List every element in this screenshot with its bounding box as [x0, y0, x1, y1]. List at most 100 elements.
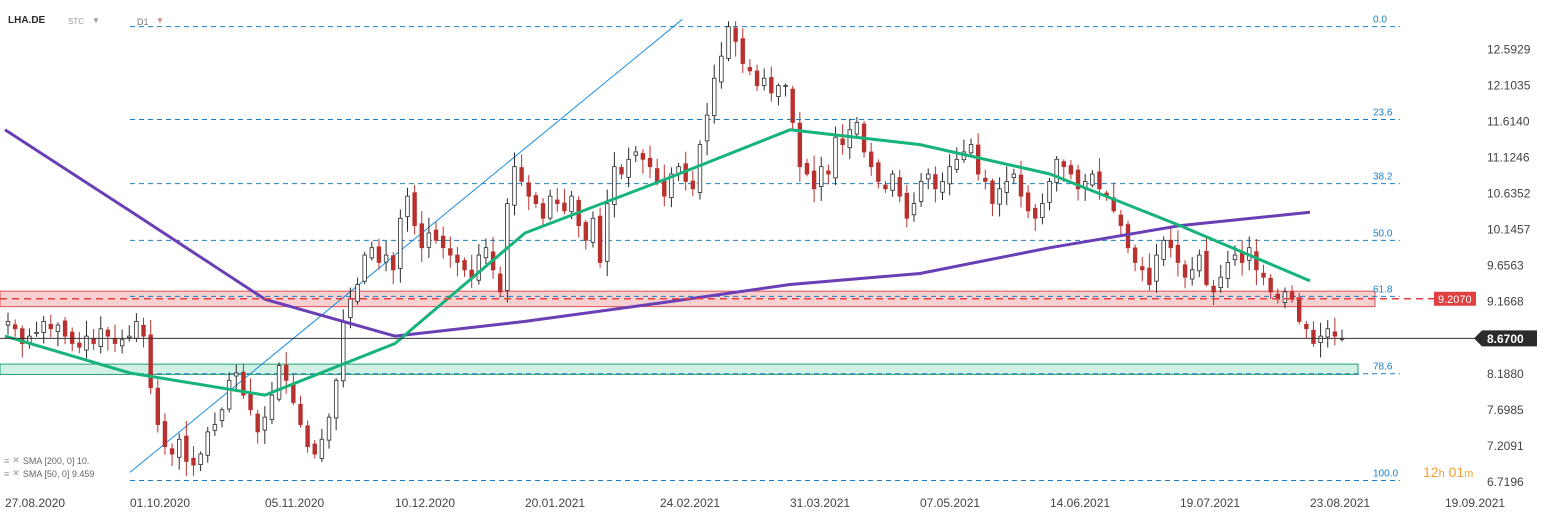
- legend-label: SMA [50, 0] 9.459: [22, 468, 95, 479]
- candle-body: [62, 320, 68, 337]
- candle-body: [141, 324, 146, 337]
- candle-body: [148, 334, 153, 389]
- candle-body: [868, 151, 874, 168]
- trendline-layer: [129, 18, 683, 473]
- candle-body: [1218, 276, 1223, 289]
- candle-body: [184, 435, 189, 462]
- candle-body: [826, 170, 831, 175]
- candle-body: [476, 254, 482, 281]
- candle-body: [341, 320, 346, 382]
- candle-body: [119, 339, 125, 347]
- candle-body: [954, 158, 959, 170]
- candle-body: [697, 144, 703, 193]
- candle-body: [733, 27, 738, 42]
- candle-body: [219, 409, 225, 421]
- candle-body: [1204, 250, 1209, 285]
- candle-body: [605, 203, 610, 262]
- candle-body: [1332, 331, 1338, 337]
- candle-body: [1068, 165, 1074, 175]
- y-axis: 12.5929 12.1035 11.6140 11.1246 10.6352 10.14…: [1487, 42, 1531, 489]
- candle-body: [890, 173, 895, 191]
- candle-body: [462, 260, 467, 271]
- candle-body: [212, 424, 218, 431]
- legend-sma200[interactable]: ≡ ✕ SMA [200, 0] 10.: [4, 455, 89, 466]
- timer-minutes: 01: [1448, 464, 1465, 480]
- candle-body: [1097, 171, 1102, 190]
- candle-body: [1189, 269, 1195, 280]
- candle-body: [533, 195, 539, 204]
- close-icon[interactable]: ✕: [12, 455, 20, 465]
- candle-body: [883, 184, 888, 190]
- candle-body: [704, 114, 710, 142]
- candle-body: [1154, 254, 1159, 282]
- price-lines: [0, 298, 1480, 339]
- candle-body: [1261, 272, 1266, 278]
- candle-body: [241, 371, 246, 396]
- x-tick-label: 19.07.2021: [1180, 496, 1240, 510]
- candle-body: [348, 298, 353, 318]
- candle-body: [983, 177, 988, 182]
- candle-body: [726, 26, 731, 59]
- candle-body: [940, 181, 945, 193]
- candle-body: [1040, 203, 1045, 218]
- candle-body: [540, 203, 546, 219]
- candle-body: [847, 129, 852, 149]
- candle-body: [1132, 247, 1138, 263]
- price-badges: 8.6700 9.2070: [1434, 291, 1537, 347]
- candle-body: [555, 199, 560, 204]
- candle-body: [1147, 267, 1152, 285]
- candle-body: [269, 394, 275, 420]
- candle-body: [990, 180, 995, 204]
- candle-body: [134, 320, 139, 339]
- candle-body: [276, 365, 282, 400]
- candle-body: [127, 335, 132, 338]
- eye-icon[interactable]: ≡: [4, 455, 10, 466]
- candle-body: [754, 70, 760, 87]
- candle-body: [1211, 285, 1216, 293]
- candle-body: [355, 284, 360, 302]
- candle-body: [747, 67, 753, 72]
- fib-label: 0.0: [1373, 15, 1387, 26]
- candle-body: [876, 162, 881, 182]
- fibonacci-levels: 0.0 23.6 38.2 50.0 61.8 78.6 100.0: [130, 15, 1400, 482]
- candle-timer: 12h 01m: [1423, 464, 1473, 480]
- chevron-down-icon[interactable]: ▼: [156, 16, 164, 25]
- candle-body: [654, 168, 660, 182]
- chevron-down-icon[interactable]: ▼: [92, 16, 100, 25]
- trendline: [129, 18, 683, 473]
- candle-body: [70, 331, 75, 344]
- candle-body: [1296, 297, 1302, 322]
- x-tick-label: 23.08.2021: [1310, 496, 1370, 510]
- candle-body: [740, 38, 745, 64]
- candle-body: [20, 328, 25, 344]
- candle-body: [647, 157, 653, 168]
- interval-selector[interactable]: D1: [137, 17, 149, 27]
- x-tick-label: 24.02.2021: [660, 496, 720, 510]
- candle-body: [284, 364, 289, 381]
- y-tick-label: 11.6140: [1487, 114, 1530, 128]
- candle-body: [1282, 291, 1288, 303]
- fib-label: 78.6: [1373, 362, 1393, 373]
- last-price-text: 8.6700: [1487, 332, 1524, 346]
- candle-body: [105, 329, 111, 337]
- eye-icon[interactable]: ≡: [4, 468, 10, 479]
- x-tick-label: 05.11.2020: [265, 496, 324, 510]
- candle-body: [1325, 328, 1330, 338]
- candle-body: [1018, 174, 1024, 197]
- candle-body: [41, 320, 46, 333]
- y-tick-label: 7.6985: [1487, 403, 1524, 417]
- moving-averages: [4, 128, 1311, 397]
- close-icon[interactable]: ✕: [12, 468, 20, 478]
- candle-body: [291, 383, 296, 403]
- candle-body: [1090, 173, 1095, 186]
- legend-sma50[interactable]: ≡ ✕ SMA [50, 0] 9.459: [4, 468, 94, 479]
- candle-body: [191, 457, 196, 466]
- candle-body: [1033, 207, 1038, 219]
- level-text: 9.2070: [1438, 294, 1472, 306]
- fib-label: 50.0: [1373, 228, 1393, 239]
- candle-body: [419, 223, 424, 249]
- candle-body: [833, 136, 838, 179]
- candle-body: [198, 453, 203, 465]
- candle-body: [904, 192, 910, 219]
